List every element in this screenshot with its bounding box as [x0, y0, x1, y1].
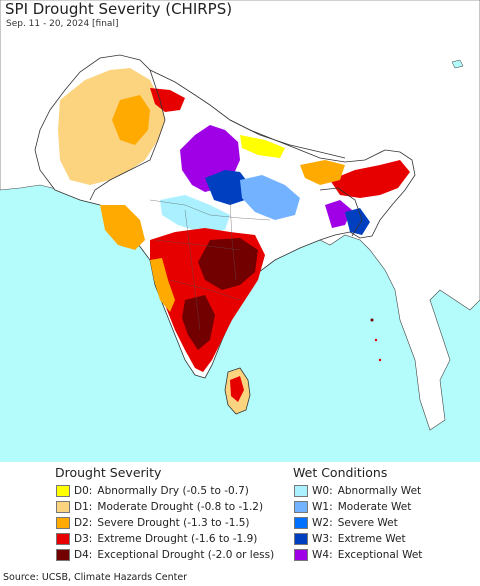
- legend-label-d2: Severe Drought (-1.3 to -1.5): [97, 517, 250, 529]
- legend-item-w3: W3: Extreme Wet: [294, 531, 406, 547]
- swatch-d0: [56, 485, 70, 497]
- legend-label-d4: Exceptional Drought (-2.0 or less): [97, 549, 275, 561]
- map-subtitle: Sep. 11 - 20, 2024 [final]: [6, 19, 119, 29]
- region-moderate-wet-central: [240, 175, 300, 220]
- sri-lanka-drought: [230, 376, 244, 402]
- legend-label-w4: Exceptional Wet: [337, 549, 423, 561]
- region-abnormally-wet-central: [160, 195, 230, 232]
- legend-item-d1: D1: Moderate Drought (-0.8 to -1.2): [56, 499, 263, 515]
- legend-item-d4: D4: Exceptional Drought (-2.0 or less): [56, 547, 274, 563]
- legend-label-d1: Moderate Drought (-0.8 to -1.2): [97, 501, 264, 513]
- island-andaman-1: [370, 318, 374, 322]
- legend-code-w4: W4:: [312, 549, 333, 561]
- border-india-nepal: [229, 119, 346, 159]
- legend-code-d1: D1:: [74, 501, 93, 513]
- swatch-d4: [56, 549, 70, 561]
- legend-code-d2: D2:: [74, 517, 93, 529]
- legend-item-d3: D3: Extreme Drought (-1.6 to -1.9): [56, 531, 257, 547]
- legend-label-w1: Moderate Wet: [337, 501, 412, 513]
- border-bangladesh: [319, 187, 363, 237]
- swatch-w3: [294, 533, 308, 545]
- island-andaman-3: [378, 358, 382, 362]
- state-borders: [149, 199, 271, 331]
- region-extreme-drought-north: [150, 88, 185, 112]
- legend-label-w3: Extreme Wet: [337, 533, 406, 545]
- border-india-pakistan: [89, 69, 166, 201]
- region-exceptional-drought-deccan: [198, 238, 258, 290]
- legend-code-w3: W3:: [312, 533, 333, 545]
- legend-code-d4: D4:: [74, 549, 93, 561]
- swatch-d1: [56, 501, 70, 513]
- source-credit: Source: UCSB, Climate Hazards Center: [3, 572, 188, 583]
- legend-drought-heading: Drought Severity: [55, 465, 162, 480]
- legend-code-w0: W0:: [312, 485, 333, 497]
- legend-item-w0: W0: Abnormally Wet: [294, 483, 421, 499]
- legend-item-w4: W4: Exceptional Wet: [294, 547, 422, 563]
- region-severe-drought-south: [150, 258, 175, 312]
- legend-label-d0: Abnormally Dry (-0.5 to -0.7): [97, 485, 249, 497]
- legend-label-w0: Abnormally Wet: [337, 485, 422, 497]
- drought-map: SPI Drought Severity (CHIRPS) Sep. 11 - …: [0, 0, 480, 462]
- legend-label-w2: Severe Wet: [337, 517, 398, 529]
- region-severe-drought-west: [100, 205, 145, 250]
- legend-item-w2: W2: Severe Wet: [294, 515, 398, 531]
- swatch-d3: [56, 533, 70, 545]
- legend-wet-heading: Wet Conditions: [293, 465, 388, 480]
- swatch-w4: [294, 549, 308, 561]
- legend: Drought Severity Wet Conditions D0: Abno…: [0, 462, 480, 586]
- map-canvas: [0, 0, 480, 462]
- legend-code-d3: D3:: [74, 533, 93, 545]
- legend-item-d2: D2: Severe Drought (-1.3 to -1.5): [56, 515, 250, 531]
- swatch-d2: [56, 517, 70, 529]
- legend-item-w1: W1: Moderate Wet: [294, 499, 411, 515]
- legend-code-d0: D0:: [74, 485, 93, 497]
- legend-code-w1: W1:: [312, 501, 333, 513]
- swatch-w1: [294, 501, 308, 513]
- legend-item-d0: D0: Abnormally Dry (-0.5 to -0.7): [56, 483, 249, 499]
- legend-code-w2: W2:: [312, 517, 333, 529]
- legend-label-d3: Extreme Drought (-1.6 to -1.9): [97, 533, 258, 545]
- island-andaman-2: [374, 338, 378, 342]
- region-abnormally-dry-himalaya: [240, 135, 285, 158]
- swatch-w0: [294, 485, 308, 497]
- lake-north: [451, 59, 464, 69]
- region-exceptional-wet-bangladesh: [325, 200, 352, 228]
- region-extreme-wet-north: [205, 170, 250, 205]
- region-extreme-drought-ne: [330, 160, 410, 198]
- region-exceptional-drought-south: [182, 295, 215, 350]
- swatch-w2: [294, 517, 308, 529]
- region-extreme-wet-bangladesh: [345, 208, 370, 235]
- map-title: SPI Drought Severity (CHIRPS): [5, 0, 233, 18]
- region-severe-drought-ne: [300, 160, 345, 185]
- region-severe-drought-nw: [112, 95, 150, 145]
